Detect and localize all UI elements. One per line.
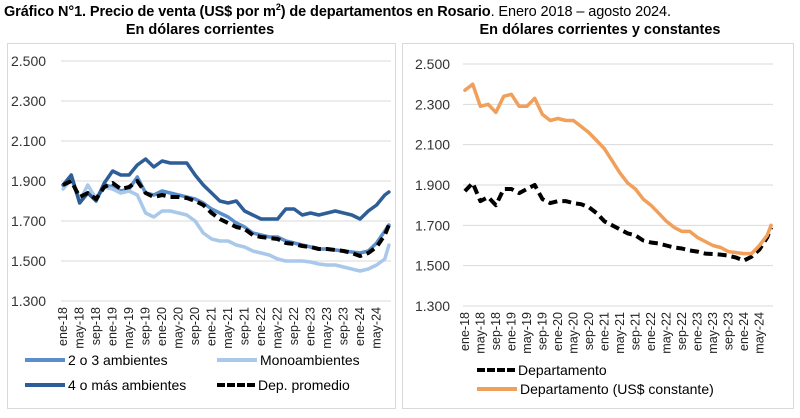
legend-item: Departamento (US$ constante) — [477, 381, 714, 397]
left-chart-panel: 1.300 1.500 1.700 1.900 2.100 2.300 2.500 ene-1… — [7, 43, 396, 409]
legend-label: Departamento (US$ constante) — [520, 381, 714, 397]
legend-item: Monoambientes — [217, 352, 360, 368]
y-tick-label: 1.700 — [415, 217, 450, 233]
x-tick-label: ene-24 — [353, 307, 367, 346]
legend-label: 2 o 3 ambientes — [68, 352, 168, 368]
y-tick-label: 2.300 — [11, 93, 46, 109]
legend-item: Dep. promedio — [217, 377, 350, 393]
legend-swatch — [477, 387, 517, 391]
y-tick-label: 2.500 — [415, 56, 450, 72]
series-line-4-o-m-s-ambientes — [61, 157, 391, 221]
legend-item: 2 o 3 ambientes — [25, 352, 168, 368]
legend-label: 4 o más ambientes — [68, 377, 187, 393]
x-tick-label: ene-19 — [106, 307, 120, 346]
x-tick-label: may-20 — [172, 307, 186, 349]
title-bold-part: Gráfico N°1. Precio de venta (US$ por m — [4, 3, 276, 20]
x-tick-label: sep-19 — [139, 307, 153, 345]
series-line-departamento-us-constante — [463, 82, 773, 256]
x-tick-label: sep-22 — [675, 312, 689, 350]
x-tick-label: may-21 — [221, 307, 235, 349]
x-tick-label: sep-22 — [287, 307, 301, 345]
x-tick-label: sep-18 — [489, 312, 503, 350]
x-tick-label: may-20 — [566, 312, 580, 354]
x-tick-label: may-19 — [122, 307, 136, 349]
y-tick-label: 1.500 — [11, 253, 46, 269]
x-tick-label: sep-21 — [628, 312, 642, 350]
right-chart-panel: 1.300 1.500 1.700 1.900 2.100 2.300 2.500 ene-1… — [402, 43, 794, 409]
x-tick-label: may-22 — [271, 307, 285, 349]
x-tick-label: ene-19 — [504, 312, 518, 351]
x-tick-label: ene-23 — [690, 312, 704, 351]
x-tick-label: sep-20 — [582, 312, 596, 350]
x-tick-label: may-23 — [706, 312, 720, 354]
x-tick-label: may-23 — [320, 307, 334, 349]
series-line-dep-promedio — [62, 179, 391, 258]
x-tick-label: ene-20 — [155, 307, 169, 346]
y-tick-label: 2.100 — [415, 137, 450, 153]
x-tick-label: sep-18 — [89, 307, 103, 345]
y-tick-label: 1.900 — [415, 177, 450, 193]
y-tick-label: 1.300 — [415, 298, 450, 314]
x-tick-label: ene-18 — [458, 312, 472, 351]
series-line-2-o-3-ambientes — [61, 175, 391, 255]
x-tick-label: ene-20 — [551, 312, 565, 351]
x-tick-label: sep-19 — [535, 312, 549, 350]
title-bold-end: ) de departamentos en Rosario — [280, 3, 491, 20]
right-chart-title: En dólares corrientes y constantes — [479, 22, 721, 38]
x-tick-label: sep-21 — [238, 307, 252, 345]
x-tick-label: may-18 — [473, 312, 487, 354]
series-line-monoambientes — [61, 177, 391, 273]
x-tick-label: sep-23 — [337, 307, 351, 345]
x-tick-label: ene-23 — [304, 307, 318, 346]
x-tick-label: may-24 — [752, 312, 766, 354]
y-tick-label: 2.300 — [415, 96, 450, 112]
title-superscript: 2 — [275, 2, 281, 12]
x-tick-label: ene-22 — [644, 312, 658, 351]
x-tick-label: sep-23 — [721, 312, 735, 350]
legend-swatch — [25, 383, 65, 387]
left-chart-title: En dólares corrientes — [125, 22, 275, 38]
y-tick-label: 2.100 — [11, 133, 46, 149]
x-tick-label: may-24 — [370, 307, 384, 349]
legend-item: 4 o más ambientes — [25, 377, 186, 393]
legend-label: Monoambientes — [260, 352, 360, 368]
x-tick-label: ene-21 — [205, 307, 219, 346]
x-tick-label: ene-22 — [254, 307, 268, 346]
figure-title: Gráfico N°1. Precio de venta (US$ por m2… — [4, 2, 671, 20]
legend-swatch — [217, 383, 255, 387]
legend-item: Departamento — [477, 362, 607, 378]
legend-label: Departamento — [518, 362, 607, 378]
legend-swatch — [25, 358, 65, 362]
right-chart-svg: 1.300 1.500 1.700 1.900 2.100 2.300 2.500 ene-1… — [415, 56, 773, 354]
legend-swatch — [477, 368, 515, 372]
legend-label: Dep. promedio — [258, 377, 350, 393]
y-tick-label: 1.500 — [415, 258, 450, 274]
x-tick-label: ene-21 — [597, 312, 611, 351]
x-tick-label: sep-20 — [188, 307, 202, 345]
y-tick-label: 1.900 — [11, 173, 46, 189]
x-tick-label: ene-24 — [737, 312, 751, 351]
title-date-range: . Enero 2018 – agosto 2024. — [490, 3, 671, 20]
legend-swatch — [217, 358, 257, 362]
x-tick-label: may-22 — [659, 312, 673, 354]
x-tick-label: ene-18 — [56, 307, 70, 346]
series-line-departamento — [463, 181, 773, 263]
left-chart-svg: 1.300 1.500 1.700 1.900 2.100 2.300 2.500 ene-1… — [11, 53, 391, 349]
y-tick-label: 2.500 — [11, 53, 46, 69]
y-tick-label: 1.300 — [11, 293, 46, 309]
x-tick-label: may-21 — [613, 312, 627, 354]
y-tick-label: 1.700 — [11, 213, 46, 229]
x-tick-label: may-18 — [73, 307, 87, 349]
x-tick-label: may-19 — [520, 312, 534, 354]
